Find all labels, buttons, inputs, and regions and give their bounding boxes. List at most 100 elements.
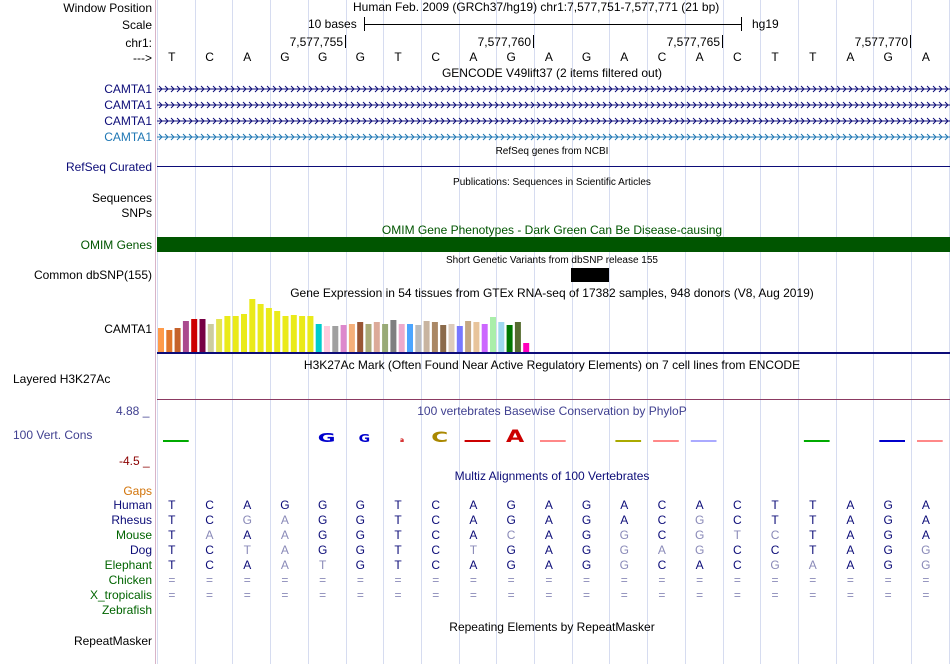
- strand-chevron: [836, 101, 841, 109]
- multiz-species-label[interactable]: Human: [113, 498, 152, 512]
- strand-chevron: [314, 133, 319, 141]
- strand-chevron: [632, 117, 637, 125]
- reference-base: C: [657, 50, 667, 64]
- gtex-track-label[interactable]: CAMTA1: [104, 322, 152, 336]
- strand-chevron: [266, 133, 271, 141]
- strand-chevron: [722, 85, 727, 93]
- strand-chevron: [512, 101, 517, 109]
- multiz-aligned-base: G: [619, 528, 629, 542]
- strand-chevron: [524, 117, 529, 125]
- strand-chevron: [692, 133, 697, 141]
- phylop-track-label[interactable]: 100 Vert. Cons: [13, 428, 93, 442]
- multiz-aligned-base: T: [771, 498, 779, 512]
- strand-chevron: [230, 101, 235, 109]
- multiz-aligned-base: T: [318, 558, 327, 572]
- strand-chevron: [806, 133, 811, 141]
- gtex-tissue-bar: [307, 316, 314, 352]
- multiz-aligned-base: C: [205, 513, 214, 527]
- strand-chevron: [650, 133, 655, 141]
- strand-chevron: [926, 101, 931, 109]
- strand-chevron: [848, 117, 853, 125]
- gencode-transcript[interactable]: [157, 84, 950, 94]
- strand-chevron: [356, 117, 361, 125]
- strand-chevron: [506, 133, 511, 141]
- strand-chevron: [716, 133, 721, 141]
- strand-chevron: [470, 117, 475, 125]
- strand-chevron: [500, 133, 505, 141]
- multiz-species-label[interactable]: Zebrafish: [101, 603, 152, 617]
- publications-snps-label[interactable]: SNPs: [121, 206, 152, 220]
- gencode-item-label[interactable]: CAMTA1: [104, 98, 152, 112]
- multiz-aligned-base: A: [620, 498, 629, 512]
- dbsnp-variant[interactable]: [571, 268, 609, 282]
- repeatmasker-track-label[interactable]: RepeatMasker: [73, 634, 152, 648]
- strand-chevron: [368, 117, 373, 125]
- strand-chevron: [296, 101, 301, 109]
- gencode-item-label[interactable]: CAMTA1: [104, 82, 152, 96]
- omim-track-label[interactable]: OMIM Genes: [80, 238, 152, 252]
- strand-chevron: [374, 133, 379, 141]
- gtex-tissue-bar: [324, 326, 330, 352]
- strand-chevron: [770, 101, 775, 109]
- publications-sequences-label[interactable]: Sequences: [91, 191, 152, 205]
- strand-chevron: [758, 117, 763, 125]
- gencode-transcript[interactable]: [157, 100, 950, 110]
- strand-chevron: [248, 85, 253, 93]
- strand-chevron: [440, 101, 445, 109]
- dbsnp-track-label[interactable]: Common dbSNP(155): [33, 268, 152, 282]
- refseq-track-label[interactable]: RefSeq Curated: [65, 160, 152, 174]
- gencode-item-label[interactable]: CAMTA1: [104, 130, 152, 144]
- strand-chevron: [842, 85, 847, 93]
- strand-chevron: [722, 133, 727, 141]
- strand-chevron: [404, 117, 409, 125]
- multiz-species-label[interactable]: Elephant: [104, 558, 152, 572]
- multiz-aligned-base: =: [696, 588, 704, 602]
- strand-chevron: [566, 117, 571, 125]
- multiz-gaps-label[interactable]: Gaps: [123, 484, 152, 498]
- strand-chevron: [920, 133, 925, 141]
- multiz-aligned-base: G: [317, 528, 328, 542]
- multiz-species-label[interactable]: X_tropicalis: [89, 588, 152, 602]
- strand-chevron: [740, 117, 745, 125]
- strand-chevron: [794, 85, 799, 93]
- multiz-aligned-base: =: [206, 588, 214, 602]
- gtex-track-title: Gene Expression in 54 tissues from GTEx …: [290, 286, 814, 300]
- strand-chevron: [644, 101, 649, 109]
- refseq-line[interactable]: [157, 166, 950, 167]
- strand-chevron: [806, 101, 811, 109]
- gtex-tissue-bar: [465, 321, 472, 352]
- strand-chevron: [524, 85, 529, 93]
- strand-chevron: [566, 85, 571, 93]
- multiz-species-label[interactable]: Dog: [129, 543, 152, 557]
- multiz-aligned-base: =: [432, 588, 440, 602]
- gtex-bar-graph[interactable]: [157, 298, 950, 354]
- strand-chevron: [614, 85, 619, 93]
- h3k27ac-track-label[interactable]: Layered H3K27Ac: [13, 372, 111, 386]
- multiz-aligned-base: A: [280, 558, 289, 572]
- strand-chevron: [320, 117, 325, 125]
- strand-chevron: [908, 101, 913, 109]
- multiz-species-label[interactable]: Chicken: [108, 573, 152, 587]
- multiz-species-label[interactable]: Mouse: [115, 528, 152, 542]
- strand-chevron: [758, 133, 763, 141]
- strand-chevron: [734, 85, 739, 93]
- strand-chevron: [656, 101, 661, 109]
- gtex-tissue-bar: [365, 324, 372, 352]
- strand-chevron: [422, 133, 427, 141]
- gencode-item-label[interactable]: CAMTA1: [104, 114, 152, 128]
- omim-feature-bar[interactable]: [157, 237, 950, 252]
- gtex-tissue-bar: [448, 324, 455, 352]
- strand-chevron: [398, 133, 403, 141]
- gencode-transcript[interactable]: [157, 132, 950, 142]
- strand-chevron: [878, 85, 883, 93]
- multiz-aligned-base: G: [355, 528, 366, 542]
- multiz-aligned-base: G: [317, 498, 328, 512]
- multiz-aligned-base: A: [846, 558, 855, 572]
- strand-chevron: [326, 133, 331, 141]
- multiz-species-label[interactable]: Rhesus: [111, 513, 152, 527]
- strand-chevron: [692, 117, 697, 125]
- gencode-transcript[interactable]: [157, 116, 950, 126]
- multiz-aligned-base: C: [431, 513, 441, 527]
- strand-chevron: [158, 133, 163, 141]
